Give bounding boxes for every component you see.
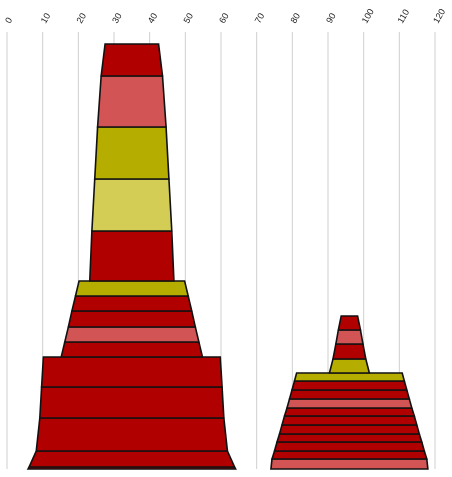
- stack-1-segment-7: [63, 326, 200, 343]
- stack-1-segment-8: [67, 310, 197, 328]
- x-tick-label: 120: [431, 7, 447, 25]
- stack-1-segment-11: [88, 230, 175, 282]
- stack-1-segment-13: [93, 126, 170, 180]
- stack-1-segment-10: [74, 280, 190, 297]
- stack-1-segment-14: [96, 75, 167, 128]
- stack-1-segment-3: [35, 417, 229, 452]
- stack-2-segment-5: [278, 424, 421, 435]
- stack-2-segment-16: [337, 315, 362, 331]
- x-tick-label: 100: [360, 7, 376, 25]
- x-tick-label: 110: [395, 8, 411, 25]
- stack-1-segment-5: [40, 356, 223, 388]
- stack-1-segment-6: [60, 341, 204, 358]
- stack-2-segment-3: [273, 441, 426, 452]
- x-tick-label: 90: [324, 11, 338, 25]
- stack-2-segment-13: [328, 358, 371, 374]
- stack-2-segment-6: [280, 415, 418, 426]
- x-tick-label: 10: [39, 11, 53, 25]
- stack-2-segment-14: [332, 343, 367, 360]
- stack-2-segment-9: [288, 389, 411, 400]
- x-axis-ticks: 0 10 20 30 40 50 60 70 80 90 100 110 120: [3, 7, 447, 25]
- bar-stacks: [26, 43, 429, 470]
- stack-2-segment-15: [334, 329, 364, 345]
- x-tick-label: 80: [288, 11, 302, 25]
- stack-2-segment-7: [283, 407, 416, 417]
- stack-1-segment-12: [91, 178, 173, 232]
- stack-2-segment-1: [270, 458, 429, 470]
- stack-2-segment-11: [293, 372, 406, 382]
- stack-1-segment-9: [70, 295, 193, 312]
- x-tick-label: 60: [217, 11, 231, 25]
- stack-2: [270, 315, 429, 470]
- stack-2-segment-2: [270, 450, 428, 460]
- stack-2-segment-8: [285, 398, 413, 409]
- x-tick-label: 20: [74, 11, 88, 25]
- stack-1-segment-15: [100, 43, 164, 77]
- x-tick-label: 30: [110, 11, 124, 25]
- stack-2-segment-4: [275, 433, 423, 443]
- stack-1-segment-2: [27, 450, 236, 468]
- stack-1-segment-4: [38, 386, 225, 419]
- x-tick-label: 0: [3, 16, 14, 25]
- x-tick-label: 70: [253, 11, 267, 25]
- x-tick-label: 40: [146, 11, 160, 25]
- stack-1: [26, 43, 237, 470]
- stack-2-segment-10: [290, 380, 408, 391]
- x-tick-label: 50: [181, 11, 195, 25]
